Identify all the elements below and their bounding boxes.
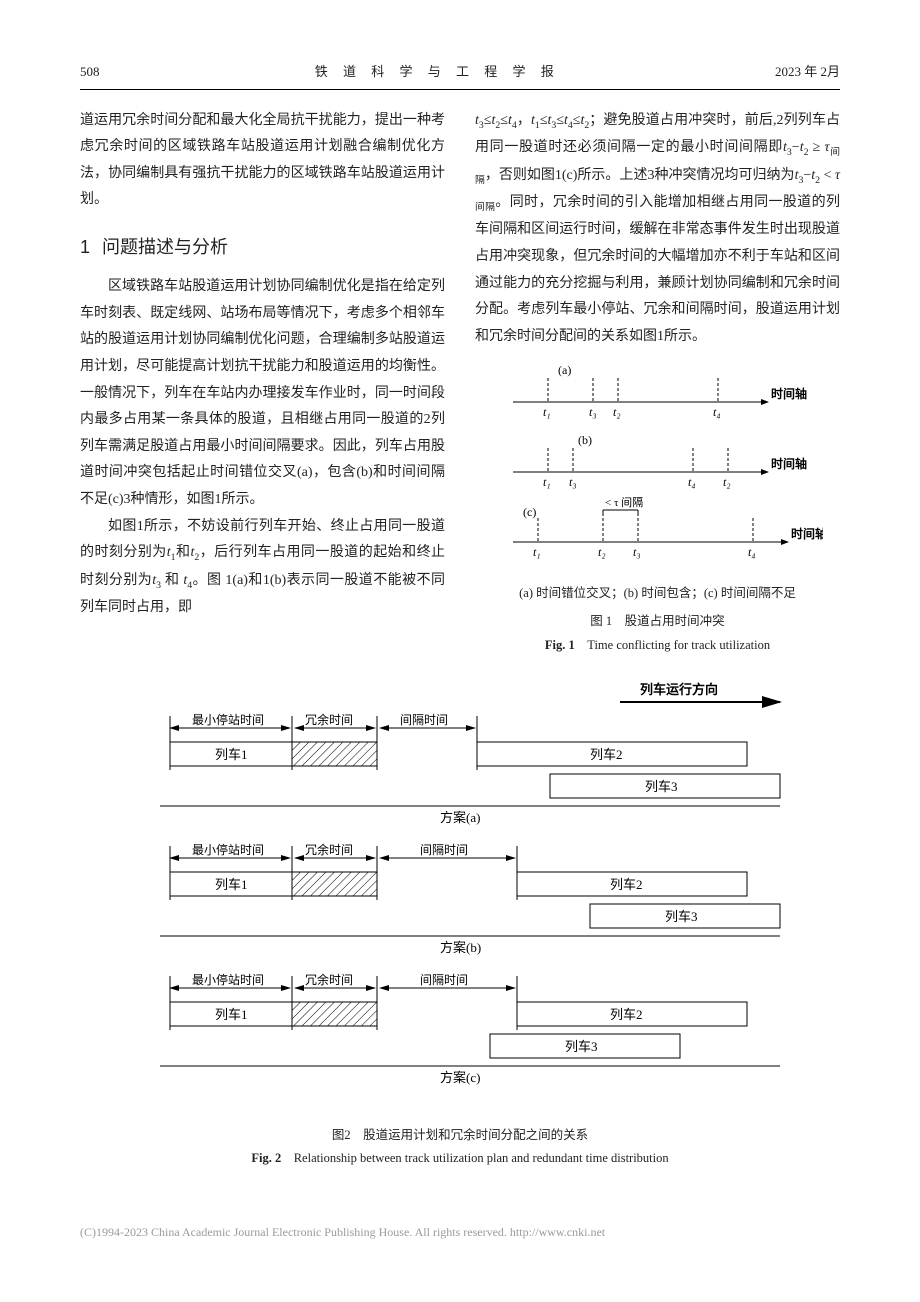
svg-text:t₃: t₃ <box>589 405 597 419</box>
figure-2: 列车运行方向 最小停站时间 冗余时间 间隔时间 列车1 列车2 列车3 <box>80 680 840 1172</box>
svg-text:方案(c): 方案(c) <box>440 1070 480 1085</box>
section-heading: 1 问题描述与分析 <box>80 230 445 264</box>
svg-text:时间轴: 时间轴 <box>771 386 807 401</box>
svg-text:t₂: t₂ <box>598 545 606 559</box>
svg-text:间隔时间: 间隔时间 <box>400 713 448 727</box>
svg-text:t₄: t₄ <box>748 545 756 559</box>
svg-text:时间轴: 时间轴 <box>771 456 807 471</box>
page-header: 508 铁 道 科 学 与 工 程 学 报 2023 年 2月 <box>80 60 840 90</box>
svg-text:最小停站时间: 最小停站时间 <box>192 972 264 987</box>
svg-text:列车2: 列车2 <box>610 877 643 892</box>
section-title: 问题描述与分析 <box>102 237 228 257</box>
left-column: 道运用冗余时间分配和最大化全局抗干扰能力，提出一种考虑冗余时间的区域铁路车站股道… <box>80 108 445 658</box>
fig1-caption-en: Fig. 1 Time conflicting for track utiliz… <box>475 634 840 658</box>
fig1-caption-cn: 图 1 股道占用时间冲突 <box>475 610 840 634</box>
svg-text:t₃: t₃ <box>569 475 577 489</box>
svg-text:间隔时间: 间隔时间 <box>420 973 468 987</box>
body-columns: 道运用冗余时间分配和最大化全局抗干扰能力，提出一种考虑冗余时间的区域铁路车站股道… <box>80 108 840 658</box>
svg-text:列车2: 列车2 <box>610 1007 643 1022</box>
svg-text:冗余时间: 冗余时间 <box>305 712 353 727</box>
section-number: 1 <box>80 237 90 257</box>
svg-text:列车3: 列车3 <box>665 909 698 924</box>
svg-text:< τ 间隔: < τ 间隔 <box>605 496 643 509</box>
svg-text:列车1: 列车1 <box>215 747 248 762</box>
issue-date: 2023 年 2月 <box>775 60 840 85</box>
page-number: 508 <box>80 60 100 85</box>
svg-text:t₄: t₄ <box>713 405 721 419</box>
paragraph-3: t3≤t2≤t4，t1≤t3≤t4≤t2；避免股道占用冲突时，前后,2列列车占用… <box>475 108 840 351</box>
svg-text:最小停站时间: 最小停站时间 <box>192 842 264 857</box>
fig2-caption-en: Fig. 2 Relationship between track utiliz… <box>80 1147 840 1171</box>
fig1-label-a: (a) <box>558 363 571 377</box>
intro-continuation: 道运用冗余时间分配和最大化全局抗干扰能力，提出一种考虑冗余时间的区域铁路车站股道… <box>80 108 445 214</box>
svg-text:时间轴: 时间轴 <box>791 526 823 541</box>
svg-text:列车运行方向: 列车运行方向 <box>640 682 718 697</box>
fig1-label-b: (b) <box>578 433 592 447</box>
journal-title: 铁 道 科 学 与 工 程 学 报 <box>315 60 560 85</box>
svg-text:方案(b): 方案(b) <box>440 940 481 955</box>
svg-text:t₂: t₂ <box>613 405 621 419</box>
footer-copyright: (C)1994-2023 China Academic Journal Elec… <box>80 1221 840 1244</box>
figure-1: (a) 时间轴 t₁ t₃ t₂ t₄ (b) 时间轴 t₁ <box>475 358 840 657</box>
fig1-sub-caption: (a) 时间错位交叉；(b) 时间包含；(c) 时间间隔不足 <box>475 582 840 606</box>
svg-text:t₁: t₁ <box>543 475 551 489</box>
svg-text:t₁: t₁ <box>543 405 551 419</box>
svg-text:t₁: t₁ <box>533 545 541 559</box>
fig2-caption-cn: 图2 股道运用计划和冗余时间分配之间的关系 <box>80 1124 840 1148</box>
svg-text:最小停站时间: 最小停站时间 <box>192 712 264 727</box>
svg-text:列车2: 列车2 <box>590 747 623 762</box>
svg-text:冗余时间: 冗余时间 <box>305 842 353 857</box>
paragraph-2: 如图1所示，不妨设前行列车开始、终止占用同一股道的时刻分别为t1和t2，后行列车… <box>80 514 445 622</box>
paragraph-1: 区域铁路车站股道运用计划协同编制优化是指在给定列车时刻表、既定线网、站场布局等情… <box>80 274 445 513</box>
svg-text:t₄: t₄ <box>688 475 696 489</box>
svg-text:间隔时间: 间隔时间 <box>420 843 468 857</box>
svg-text:列车1: 列车1 <box>215 1007 248 1022</box>
svg-text:列车3: 列车3 <box>645 779 678 794</box>
right-column: t3≤t2≤t4，t1≤t3≤t4≤t2；避免股道占用冲突时，前后,2列列车占用… <box>475 108 840 658</box>
svg-text:t₂: t₂ <box>723 475 731 489</box>
fig1-label-c: (c) <box>523 505 536 519</box>
svg-text:t₃: t₃ <box>633 545 641 559</box>
figure-2-svg: 列车运行方向 最小停站时间 冗余时间 间隔时间 列车1 列车2 列车3 <box>120 680 800 1120</box>
svg-text:冗余时间: 冗余时间 <box>305 972 353 987</box>
svg-text:列车1: 列车1 <box>215 877 248 892</box>
svg-text:列车3: 列车3 <box>565 1039 598 1054</box>
figure-1-svg: (a) 时间轴 t₁ t₃ t₂ t₄ (b) 时间轴 t₁ <box>493 358 823 578</box>
svg-text:方案(a): 方案(a) <box>440 810 480 825</box>
